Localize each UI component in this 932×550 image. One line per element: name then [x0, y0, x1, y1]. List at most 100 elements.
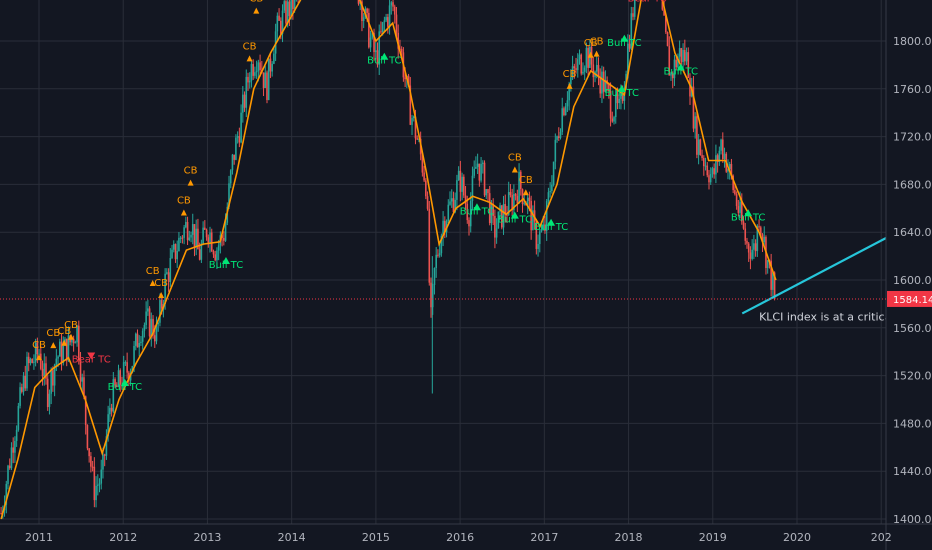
candle-body [179, 237, 182, 239]
candle-body [395, 14, 398, 33]
candle-body [292, 0, 294, 10]
candle-body [128, 372, 130, 381]
grid-lines [0, 0, 886, 524]
signal-label: Bull TC [664, 66, 698, 77]
candle-body [628, 43, 631, 49]
signal-cb: CB [249, 0, 263, 14]
candle-body [27, 356, 30, 364]
candle-body [107, 414, 109, 437]
candle-body [709, 173, 712, 183]
candle-body [735, 194, 738, 207]
candle-body [611, 118, 614, 122]
candle-body [715, 155, 717, 175]
candle-body [568, 84, 570, 101]
candle-body [245, 76, 248, 108]
candle-body [701, 155, 703, 158]
candle-body [387, 17, 389, 27]
candle-body [235, 137, 237, 160]
candle-body [559, 131, 562, 138]
candle-body [169, 258, 172, 282]
candle-body [509, 192, 512, 196]
candle-body [414, 116, 417, 139]
signal-bear: Bear TC [628, 0, 667, 5]
last-price-label: 1584.14 [893, 295, 932, 306]
candle-body [490, 203, 493, 224]
candle-body [205, 229, 208, 238]
candle-body [468, 220, 470, 227]
candle-body [157, 322, 160, 325]
candle-body [100, 469, 103, 484]
bull-triangle-icon [221, 257, 230, 265]
bull-triangle-icon [510, 211, 519, 219]
candle-body [609, 91, 612, 119]
candle-body [155, 324, 158, 342]
candle-body [452, 198, 455, 212]
candle-body [145, 311, 147, 325]
candle-body [557, 136, 560, 138]
signal-bull: Bull TC [367, 52, 402, 67]
x-tick-label: 2019 [699, 531, 727, 544]
candle-body [103, 454, 106, 456]
candle-body [29, 359, 32, 364]
candle-body [627, 43, 629, 74]
candle-body [38, 353, 40, 355]
candle-body [727, 169, 729, 172]
signal-bull: Bull TC [607, 34, 642, 49]
candle-body [45, 363, 47, 379]
candle-body [141, 330, 144, 342]
candle-body [501, 205, 503, 228]
candle-body [551, 184, 553, 192]
candle-body [242, 94, 244, 113]
candle-body [31, 359, 33, 363]
candle-body [147, 308, 149, 312]
candle-body [48, 393, 51, 408]
candle-body [618, 98, 621, 104]
candle-body [632, 13, 634, 17]
signal-bull: Bull TC [498, 211, 532, 226]
candle-body [72, 338, 75, 344]
candle-body [381, 22, 384, 32]
candle-body [254, 72, 256, 76]
candle-body [368, 12, 370, 48]
cb-marker-icon [149, 280, 156, 287]
x-tick-label: 2016 [446, 531, 474, 544]
signal-label: CB [177, 196, 191, 207]
candle-body [269, 58, 272, 72]
candle-body [696, 116, 698, 155]
candle-body [228, 183, 230, 207]
cb-marker-icon [593, 50, 600, 57]
candle-body [198, 249, 201, 260]
signal-label: CB [584, 38, 598, 49]
candle-body [52, 370, 54, 386]
candle-body [71, 338, 73, 343]
cb-marker-icon [68, 333, 75, 340]
x-tick-label: 2015 [362, 531, 390, 544]
candle-body [544, 224, 546, 231]
candle-body [276, 15, 279, 32]
candle-body [687, 52, 690, 78]
candle-body [507, 192, 510, 215]
candle-body [756, 226, 759, 252]
candle-body [247, 76, 249, 83]
candle-body [102, 454, 104, 470]
candle-body [633, 0, 636, 17]
candle-body [663, 9, 665, 16]
signal-label: CB [590, 37, 604, 48]
candle-body [440, 235, 443, 254]
candle-body [438, 253, 441, 256]
candle-body [580, 54, 583, 74]
candle-body [587, 47, 589, 68]
candle-body [692, 86, 695, 129]
cb-marker-icon [36, 354, 42, 361]
cb-marker-icon [158, 291, 165, 298]
signal-label: Bull TC [498, 215, 532, 226]
y-tick-label: 1720.00 [893, 131, 932, 144]
candle-body [412, 116, 415, 119]
signal-cb: CB [64, 320, 78, 340]
candle-body [706, 165, 709, 176]
candle-body [152, 318, 154, 336]
candle-body [473, 168, 475, 176]
candle-body [191, 224, 194, 235]
